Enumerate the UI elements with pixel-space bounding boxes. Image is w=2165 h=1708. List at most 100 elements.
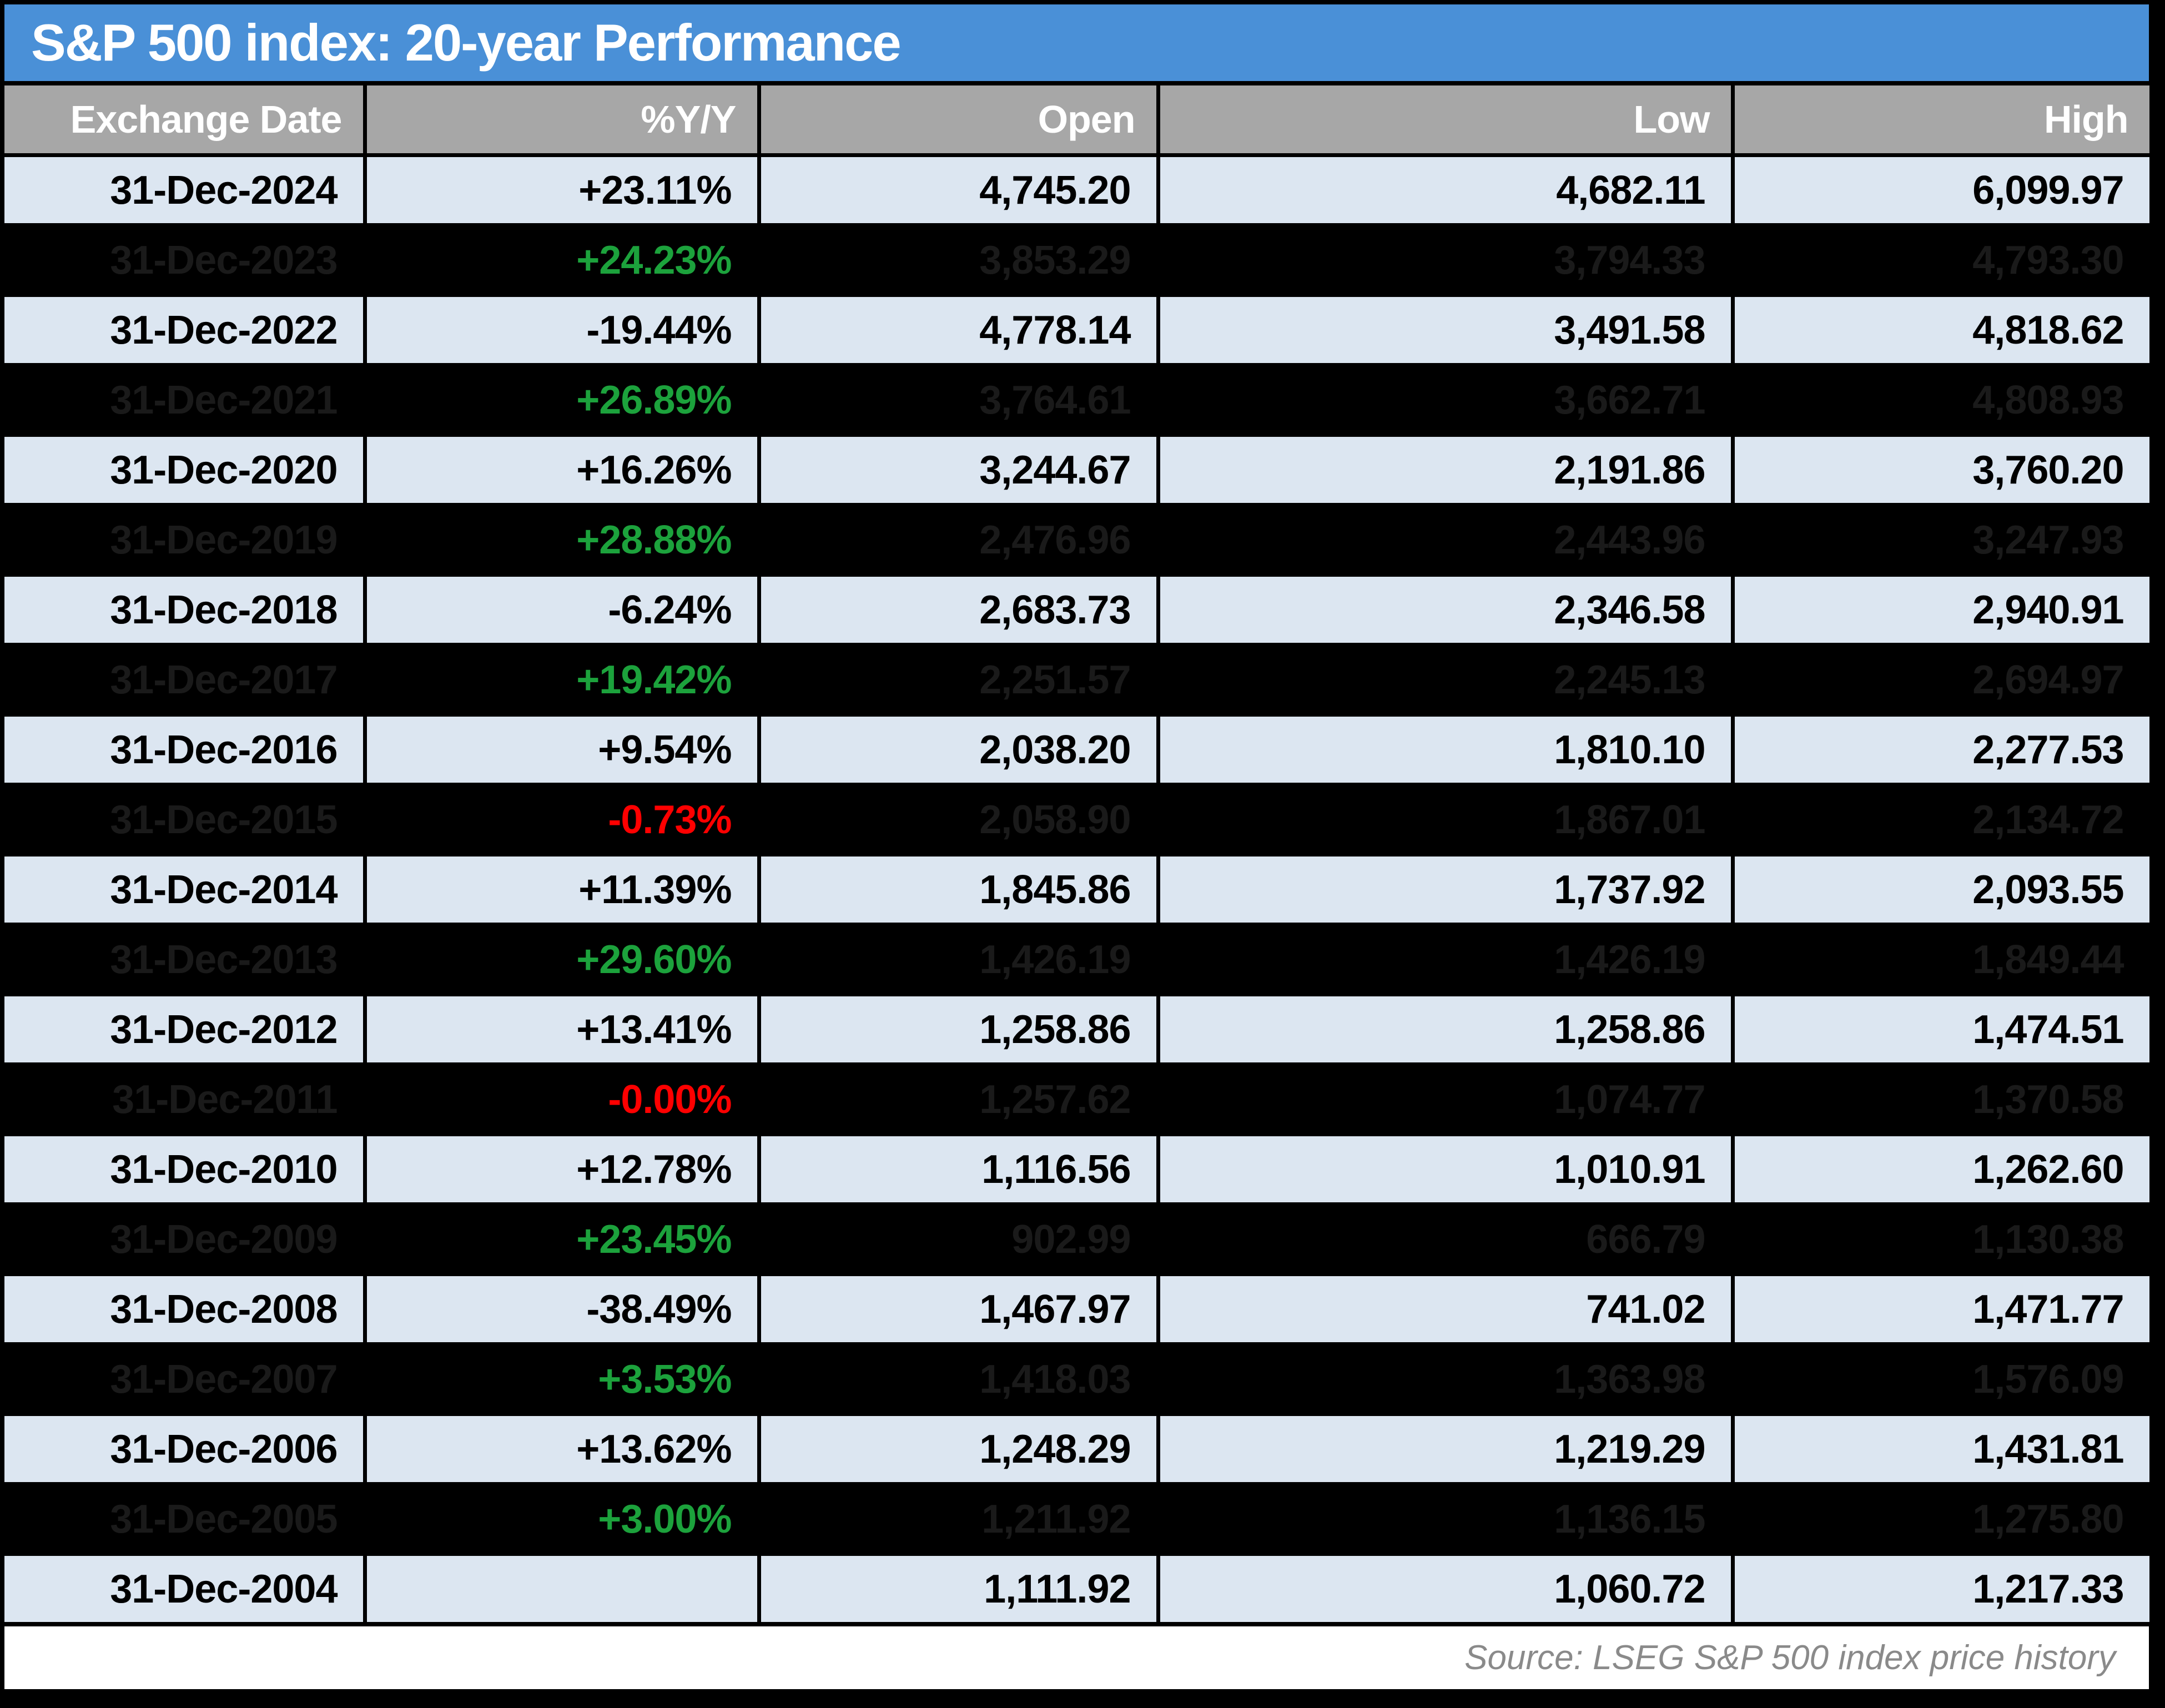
column-header-exchange-date: Exchange Date	[0, 81, 367, 157]
cell-open: 2,683.73	[757, 573, 1160, 647]
cell-yoy: -6.24%	[362, 573, 761, 647]
cell-exchange-date: 31-Dec-2016	[0, 713, 367, 787]
cell-yoy: -0.73%	[362, 783, 761, 856]
cell-open: 1,426.19	[757, 923, 1160, 996]
cell-high: 4,808.93	[1730, 363, 2153, 437]
cell-open: 1,111.92	[757, 1552, 1160, 1626]
cell-exchange-date: 31-Dec-2007	[0, 1342, 367, 1416]
cell-high: 1,576.09	[1730, 1342, 2153, 1416]
cell-low: 1,074.77	[1156, 1062, 1735, 1136]
cell-high: 2,694.97	[1730, 643, 2153, 717]
column-header-yoy: %Y/Y	[362, 81, 761, 157]
cell-exchange-date: 31-Dec-2005	[0, 1482, 367, 1556]
cell-yoy: +24.23%	[362, 223, 761, 297]
table-row: 31-Dec-2008 -38.49% 1,467.97 741.02 1,47…	[0, 1272, 2153, 1346]
cell-high: 1,849.44	[1730, 923, 2153, 996]
cell-open: 1,845.86	[757, 853, 1160, 926]
cell-exchange-date: 31-Dec-2010	[0, 1132, 367, 1206]
title-bar: S&P 500 index: 20-year Performance	[0, 0, 2154, 85]
cell-exchange-date: 31-Dec-2012	[0, 992, 367, 1066]
cell-yoy: -0.00%	[362, 1062, 761, 1136]
cell-exchange-date: 31-Dec-2015	[0, 783, 367, 856]
table-row: 31-Dec-2004 1,111.92 1,060.72 1,217.33	[0, 1552, 2153, 1626]
cell-low: 1,426.19	[1156, 923, 1735, 996]
cell-open: 1,211.92	[757, 1482, 1160, 1556]
cell-low: 2,245.13	[1156, 643, 1735, 717]
cell-exchange-date: 31-Dec-2020	[0, 433, 367, 507]
cell-yoy: +23.11%	[362, 153, 761, 227]
cell-open: 1,467.97	[757, 1272, 1160, 1346]
cell-open: 4,745.20	[757, 153, 1160, 227]
cell-yoy: -19.44%	[362, 293, 761, 367]
cell-yoy: +13.62%	[362, 1412, 761, 1486]
table-row: 31-Dec-2017 +19.42% 2,251.57 2,245.13 2,…	[0, 643, 2153, 717]
table-row: 31-Dec-2012 +13.41% 1,258.86 1,258.86 1,…	[0, 992, 2153, 1066]
table-row: 31-Dec-2018 -6.24% 2,683.73 2,346.58 2,9…	[0, 573, 2153, 647]
cell-yoy: +26.89%	[362, 363, 761, 437]
table-row: 31-Dec-2024 +23.11% 4,745.20 4,682.11 6,…	[0, 153, 2153, 227]
cell-exchange-date: 31-Dec-2017	[0, 643, 367, 717]
cell-low: 1,363.98	[1156, 1342, 1735, 1416]
cell-exchange-date: 31-Dec-2019	[0, 503, 367, 577]
cell-high: 1,262.60	[1730, 1132, 2153, 1206]
cell-open: 1,418.03	[757, 1342, 1160, 1416]
cell-high: 3,247.93	[1730, 503, 2153, 577]
cell-yoy: +3.53%	[362, 1342, 761, 1416]
cell-yoy: +29.60%	[362, 923, 761, 996]
cell-open: 3,853.29	[757, 223, 1160, 297]
cell-high: 2,134.72	[1730, 783, 2153, 856]
cell-low: 1,136.15	[1156, 1482, 1735, 1556]
cell-high: 1,474.51	[1730, 992, 2153, 1066]
table-row: 31-Dec-2013 +29.60% 1,426.19 1,426.19 1,…	[0, 923, 2153, 996]
cell-yoy: +28.88%	[362, 503, 761, 577]
table-row: 31-Dec-2020 +16.26% 3,244.67 2,191.86 3,…	[0, 433, 2153, 507]
column-header-row: Exchange Date %Y/Y Open Low High	[0, 81, 2153, 157]
cell-exchange-date: 31-Dec-2006	[0, 1412, 367, 1486]
cell-low: 2,346.58	[1156, 573, 1735, 647]
cell-high: 1,431.81	[1730, 1412, 2153, 1486]
cell-high: 1,370.58	[1730, 1062, 2153, 1136]
source-row: Source: LSEG S&P 500 index price history	[0, 1622, 2154, 1694]
cell-high: 2,277.53	[1730, 713, 2153, 787]
cell-high: 1,471.77	[1730, 1272, 2153, 1346]
cell-open: 3,244.67	[757, 433, 1160, 507]
cell-low: 2,443.96	[1156, 503, 1735, 577]
table-row: 31-Dec-2006 +13.62% 1,248.29 1,219.29 1,…	[0, 1412, 2153, 1486]
cell-low: 1,810.10	[1156, 713, 1735, 787]
cell-exchange-date: 31-Dec-2011	[0, 1062, 367, 1136]
table-row: 31-Dec-2023 +24.23% 3,853.29 3,794.33 4,…	[0, 223, 2153, 297]
cell-yoy: +12.78%	[362, 1132, 761, 1206]
cell-exchange-date: 31-Dec-2023	[0, 223, 367, 297]
cell-yoy: +19.42%	[362, 643, 761, 717]
cell-exchange-date: 31-Dec-2008	[0, 1272, 367, 1346]
cell-low: 1,737.92	[1156, 853, 1735, 926]
cell-high: 6,099.97	[1730, 153, 2153, 227]
cell-exchange-date: 31-Dec-2022	[0, 293, 367, 367]
table-row: 31-Dec-2010 +12.78% 1,116.56 1,010.91 1,…	[0, 1132, 2153, 1206]
cell-open: 2,251.57	[757, 643, 1160, 717]
cell-high: 4,793.30	[1730, 223, 2153, 297]
table-row: 31-Dec-2021 +26.89% 3,764.61 3,662.71 4,…	[0, 363, 2153, 437]
cell-open: 902.99	[757, 1202, 1160, 1276]
cell-open: 1,257.62	[757, 1062, 1160, 1136]
cell-exchange-date: 31-Dec-2014	[0, 853, 367, 926]
cell-low: 3,794.33	[1156, 223, 1735, 297]
cell-open: 3,764.61	[757, 363, 1160, 437]
table-row: 31-Dec-2007 +3.53% 1,418.03 1,363.98 1,5…	[0, 1342, 2153, 1416]
cell-low: 1,010.91	[1156, 1132, 1735, 1206]
cell-low: 1,060.72	[1156, 1552, 1735, 1626]
cell-low: 1,867.01	[1156, 783, 1735, 856]
column-header-high: High	[1730, 81, 2153, 157]
cell-yoy: +23.45%	[362, 1202, 761, 1276]
table-row: 31-Dec-2015 -0.73% 2,058.90 1,867.01 2,1…	[0, 783, 2153, 856]
cell-yoy: +3.00%	[362, 1482, 761, 1556]
cell-open: 1,248.29	[757, 1412, 1160, 1486]
cell-high: 1,130.38	[1730, 1202, 2153, 1276]
cell-high: 2,940.91	[1730, 573, 2153, 647]
cell-low: 3,491.58	[1156, 293, 1735, 367]
cell-exchange-date: 31-Dec-2013	[0, 923, 367, 996]
table-row: 31-Dec-2016 +9.54% 2,038.20 1,810.10 2,2…	[0, 713, 2153, 787]
cell-yoy: +11.39%	[362, 853, 761, 926]
cell-yoy	[362, 1552, 761, 1626]
